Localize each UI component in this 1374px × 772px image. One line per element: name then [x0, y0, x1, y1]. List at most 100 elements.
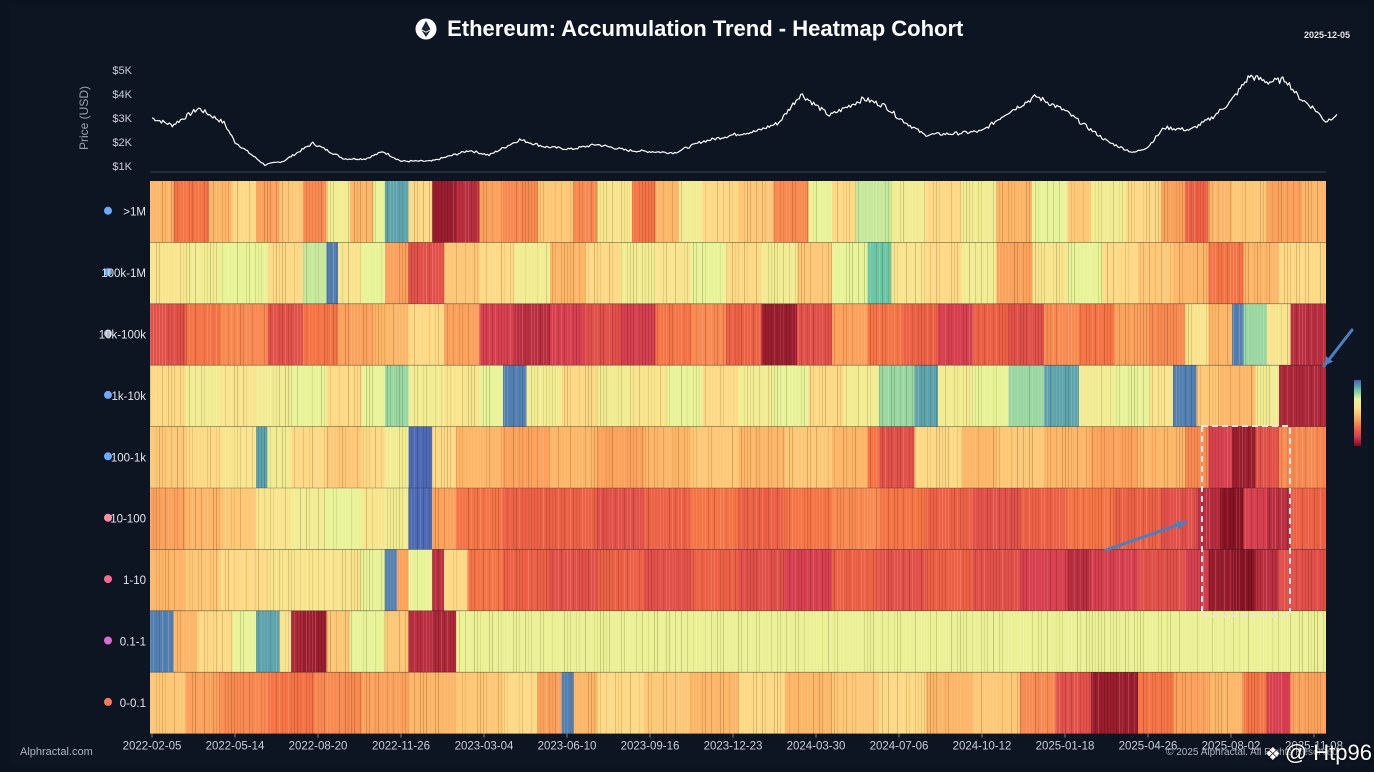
heatmap-texture: [1110, 426, 1111, 488]
heatmap-texture: [1200, 181, 1201, 243]
heatmap-texture: [1164, 303, 1165, 366]
heatmap-texture: [915, 181, 916, 243]
heatmap-texture: [903, 426, 904, 488]
heatmap-texture: [480, 242, 481, 304]
heatmap-texture: [1194, 672, 1195, 734]
heatmap-texture: [870, 365, 871, 427]
heatmap-texture: [1020, 672, 1021, 734]
heatmap-texture: [231, 488, 232, 550]
heatmap-texture: [1143, 672, 1144, 734]
heatmap-texture: [405, 242, 406, 304]
heatmap-texture: [903, 488, 904, 550]
heatmap-texture: [633, 303, 634, 366]
heatmap-texture: [939, 488, 940, 550]
heatmap-texture: [753, 488, 754, 550]
heatmap-texture: [1209, 365, 1210, 427]
heatmap-texture: [1023, 549, 1024, 611]
heatmap-texture: [351, 242, 352, 304]
heatmap-texture: [582, 549, 583, 611]
heatmap-texture: [414, 303, 415, 366]
heatmap-texture: [645, 672, 646, 734]
heatmap-texture: [990, 303, 991, 366]
heatmap-texture: [810, 181, 811, 243]
heatmap-texture: [801, 426, 802, 488]
heatmap-texture: [423, 488, 424, 550]
heatmap-texture: [384, 303, 385, 366]
heatmap-texture: [1095, 365, 1096, 427]
heatmap-texture: [252, 672, 253, 734]
heatmap-texture: [1149, 303, 1150, 366]
heatmap-texture: [903, 303, 904, 366]
heatmap-texture: [648, 365, 649, 427]
heatmap-texture: [633, 549, 634, 611]
heatmap-texture: [1113, 303, 1114, 366]
heatmap-texture: [879, 610, 880, 673]
heatmap-texture: [1323, 488, 1324, 550]
heatmap-texture: [1272, 242, 1273, 304]
heatmap-texture: [726, 426, 727, 488]
heatmap-texture: [393, 426, 394, 488]
heatmap-texture: [672, 426, 673, 488]
heatmap-texture: [546, 365, 547, 427]
heatmap-texture: [1032, 488, 1033, 550]
heatmap-texture: [450, 181, 451, 243]
heatmap-texture: [1017, 488, 1018, 550]
heatmap-texture: [378, 365, 379, 427]
heatmap-texture: [516, 426, 517, 488]
heatmap-texture: [723, 242, 724, 304]
heatmap-texture: [483, 488, 484, 550]
heatmap-texture: [630, 549, 631, 611]
heatmap-texture: [273, 426, 274, 488]
heatmap-texture: [1170, 242, 1171, 304]
heatmap-texture: [510, 488, 511, 550]
heatmap-texture: [723, 181, 724, 243]
heatmap-texture: [1284, 365, 1285, 427]
heatmap-texture: [780, 672, 781, 734]
heatmap-texture: [645, 242, 646, 304]
cohort-label: 1-10: [123, 575, 146, 587]
heatmap-texture: [816, 303, 817, 366]
heatmap-texture: [939, 610, 940, 673]
heatmap-texture: [192, 242, 193, 304]
heatmap-texture: [279, 303, 280, 366]
heatmap-texture: [786, 549, 787, 611]
heatmap-texture: [318, 610, 319, 673]
heatmap-texture: [1005, 303, 1006, 366]
heatmap-texture: [783, 488, 784, 550]
heatmap-texture: [732, 181, 733, 243]
heatmap-texture: [177, 303, 178, 366]
heatmap-texture: [213, 610, 214, 673]
heatmap-texture: [1308, 426, 1309, 488]
heatmap-texture: [726, 303, 727, 366]
heatmap-texture: [222, 610, 223, 673]
heatmap-texture: [186, 672, 187, 734]
heatmap-texture: [1161, 610, 1162, 673]
heatmap-texture: [1053, 181, 1054, 243]
heatmap-texture: [351, 488, 352, 550]
heatmap-texture: [1002, 426, 1003, 488]
heatmap-texture: [327, 672, 328, 734]
heatmap-texture: [174, 610, 175, 673]
heatmap-texture: [810, 365, 811, 427]
heatmap-texture: [681, 303, 682, 366]
heatmap-texture: [1107, 181, 1108, 243]
heatmap-texture: [798, 610, 799, 673]
heatmap-texture: [756, 365, 757, 427]
heatmap-texture: [966, 181, 967, 243]
heatmap-texture: [1290, 181, 1291, 243]
heatmap-texture: [297, 365, 298, 427]
heatmap-texture: [762, 426, 763, 488]
heatmap-texture: [738, 181, 739, 243]
heatmap-texture: [630, 242, 631, 304]
heatmap-texture: [861, 488, 862, 550]
heatmap-texture: [372, 488, 373, 550]
heatmap-texture: [936, 488, 937, 550]
heatmap-texture: [966, 426, 967, 488]
heatmap-texture: [1287, 426, 1288, 488]
heatmap-texture: [261, 303, 262, 366]
heatmap-texture: [783, 672, 784, 734]
heatmap-texture: [1251, 181, 1252, 243]
heatmap-texture: [1233, 549, 1234, 611]
heatmap-texture: [1089, 672, 1090, 734]
heatmap-texture: [1062, 549, 1063, 611]
